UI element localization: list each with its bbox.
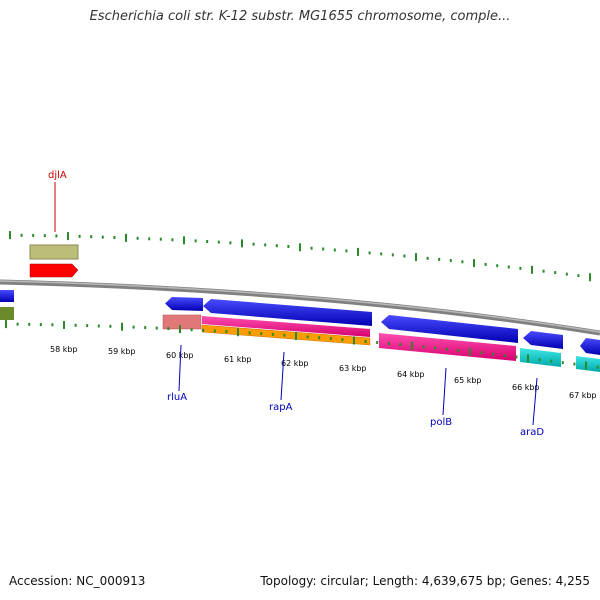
kbp-label-62: 62 kbp xyxy=(281,359,309,368)
feature-rapA-gene[interactable] xyxy=(202,316,370,337)
rluA-leader-line xyxy=(178,344,182,392)
gene-label-rapA[interactable]: rapA xyxy=(269,402,293,413)
kbp-label-59: 59 kbp xyxy=(108,347,136,356)
feature-right-partial-gene[interactable] xyxy=(576,356,600,372)
chromosome-backbone xyxy=(0,279,600,336)
feature-left-partial-gene[interactable] xyxy=(0,307,14,320)
feature-djlA-gene[interactable] xyxy=(29,244,79,260)
kbp-scale-labels: 58 kbp 59 kbp 60 kbp 61 kbp 62 kbp 63 kb… xyxy=(50,345,597,400)
gene-label-polB[interactable]: polB xyxy=(430,417,452,428)
feature-right-partial-cds[interactable] xyxy=(580,338,600,355)
gene-label-araD[interactable]: araD xyxy=(520,427,544,438)
gene-label-djlA[interactable]: djlA xyxy=(48,170,67,181)
kbp-label-66: 66 kbp xyxy=(512,383,540,392)
polB-leader-line xyxy=(442,367,447,416)
reverse-strand-features xyxy=(0,290,600,372)
kbp-label-58: 58 kbp xyxy=(50,345,78,354)
forward-strand-tick-track xyxy=(9,231,591,282)
feature-araD-cds[interactable] xyxy=(523,331,563,349)
topology-summary-text: Topology: circular; Length: 4,639,675 bp… xyxy=(260,574,590,588)
forward-strand-features xyxy=(29,244,79,278)
accession-text: Accession: NC_000913 xyxy=(9,574,146,588)
map-title: Escherichia coli str. K-12 substr. MG165… xyxy=(89,9,511,24)
kbp-label-63: 63 kbp xyxy=(339,364,367,373)
kbp-label-60: 60 kbp xyxy=(166,351,194,360)
kbp-label-64: 64 kbp xyxy=(397,370,425,379)
kbp-label-61: 61 kbp xyxy=(224,355,252,364)
feature-rapA-cds[interactable] xyxy=(203,299,372,326)
feature-djlA-cds[interactable] xyxy=(29,263,79,278)
araD-leader-line xyxy=(532,377,538,426)
feature-rluA-gene[interactable] xyxy=(162,314,202,330)
rapA-leader-line xyxy=(280,351,285,401)
gene-labels: djlA rluA rapA polB araD xyxy=(48,170,544,438)
feature-rapA-misc[interactable] xyxy=(201,324,371,346)
feature-rluA-cds[interactable] xyxy=(165,297,203,311)
feature-araD-gene[interactable] xyxy=(520,348,561,367)
kbp-label-65: 65 kbp xyxy=(454,376,482,385)
gene-label-rluA[interactable]: rluA xyxy=(167,392,187,403)
feature-left-partial-cds[interactable] xyxy=(0,290,14,302)
reverse-strand-tick-track xyxy=(5,320,599,370)
feature-polB-cds[interactable] xyxy=(381,315,518,343)
kbp-label-67: 67 kbp xyxy=(569,391,597,400)
